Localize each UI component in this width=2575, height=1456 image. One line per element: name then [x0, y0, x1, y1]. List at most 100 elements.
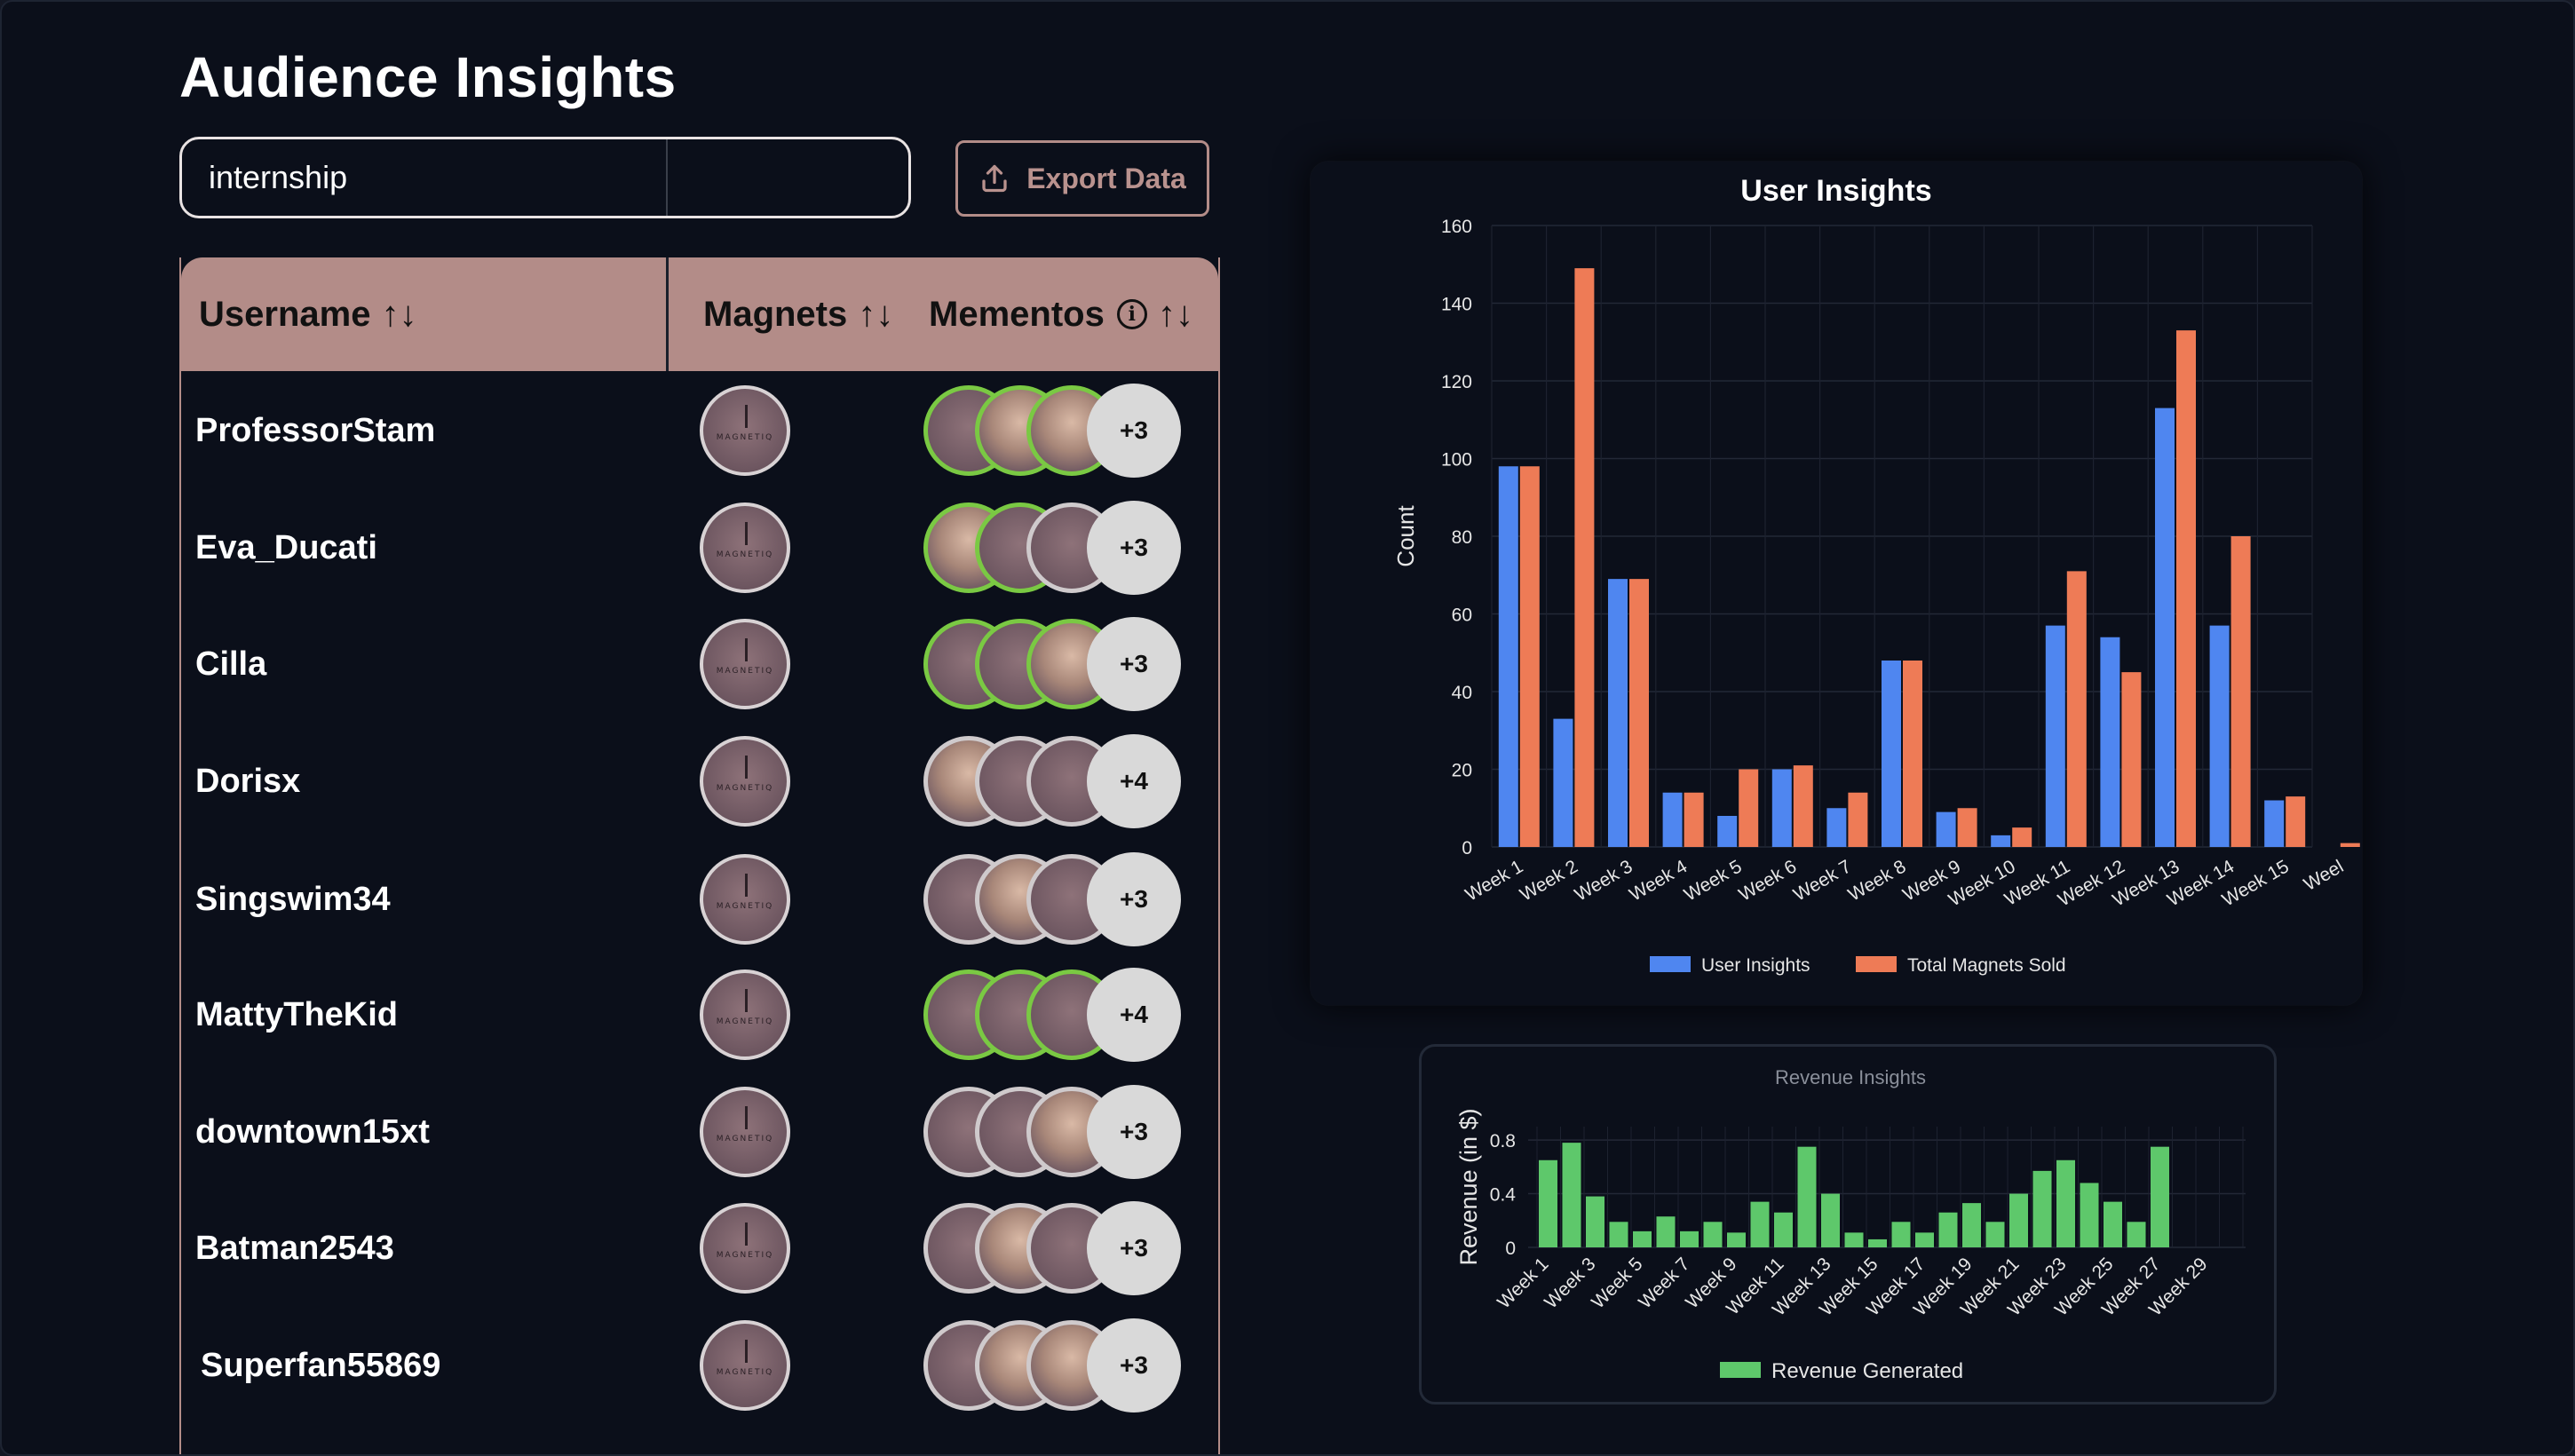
sort-icon[interactable]: ↑↓ [1157, 294, 1193, 334]
y-axis-label: Revenue (in $) [1455, 1108, 1482, 1265]
bar [1680, 1230, 1699, 1247]
legend-label: User Insights [1701, 955, 1810, 976]
bar [1991, 835, 2011, 847]
column-header-mementos[interactable]: Mementos i ↑↓ [929, 257, 1193, 371]
more-mementos-badge[interactable]: +3 [1087, 501, 1181, 595]
revenue-insights-card: Revenue Insights 0 0.4 0.8 Revenue (in $) Wee… [1419, 1044, 2277, 1405]
magnet-thumbnail[interactable]: MAGNETIQ [700, 1203, 790, 1294]
bar [1727, 1232, 1746, 1247]
bar [2012, 827, 2032, 847]
table-row[interactable]: Batman2543 MAGNETIQ +3 [181, 1191, 1218, 1306]
bar [1717, 816, 1738, 847]
column-header-username[interactable]: Username ↑↓ [199, 257, 416, 371]
bar [1826, 808, 1847, 847]
bar [2286, 796, 2306, 847]
table-row[interactable]: downtown15xt MAGNETIQ +3 [181, 1074, 1218, 1190]
bar [2080, 1183, 2099, 1247]
bar [2104, 1201, 2122, 1247]
search-input[interactable] [182, 139, 908, 216]
table-row[interactable]: ProfessorStam MAGNETIQ +3 [181, 373, 1218, 488]
x-tick-label: Week 1 [1494, 1254, 1552, 1312]
magnet-clock-hand [745, 1106, 748, 1129]
bar [1936, 811, 1956, 847]
more-mementos-badge[interactable]: +3 [1087, 1318, 1181, 1412]
username-cell[interactable]: Dorisx [195, 762, 301, 800]
table-row[interactable]: MattyTheKid MAGNETIQ +4 [181, 957, 1218, 1072]
magnet-brand-text: MAGNETIQ [716, 1135, 774, 1143]
y-tick-label: 0 [1505, 1238, 1516, 1259]
username-cell[interactable]: Singswim34 [195, 880, 391, 918]
bar [1903, 661, 1922, 847]
magnet-thumbnail[interactable]: MAGNETIQ [700, 736, 790, 827]
username-cell[interactable]: MattyTheKid [195, 995, 398, 1033]
bar [2127, 1222, 2146, 1247]
username-cell[interactable]: Batman2543 [195, 1229, 394, 1267]
sort-icon[interactable]: ↑↓ [858, 294, 894, 334]
sort-icon[interactable]: ↑↓ [381, 294, 417, 334]
magnet-thumbnail[interactable]: MAGNETIQ [700, 854, 790, 945]
magnet-brand-text: MAGNETIQ [716, 784, 774, 793]
x-tick-label: Week 2 [1517, 856, 1581, 905]
bar [2032, 1170, 2052, 1247]
x-tick-label: Week 5 [1681, 856, 1746, 905]
more-mementos-badge[interactable]: +3 [1087, 384, 1181, 478]
magnet-thumbnail[interactable]: MAGNETIQ [700, 502, 790, 593]
table-row[interactable]: Dorisx MAGNETIQ +4 [181, 724, 1218, 839]
bar [1656, 1216, 1676, 1247]
bar [2209, 625, 2230, 847]
info-icon[interactable]: i [1116, 299, 1147, 329]
magnet-thumbnail[interactable]: MAGNETIQ [700, 1320, 790, 1411]
bar [1957, 808, 1977, 847]
mementos-header-label: Mementos [929, 294, 1105, 334]
export-data-button[interactable]: Export Data [955, 140, 1209, 217]
search-field[interactable] [179, 137, 911, 218]
magnet-brand-text: MAGNETIQ [716, 1251, 774, 1260]
bar [1868, 1238, 1887, 1247]
table-row[interactable]: Superfan55869 MAGNETIQ +3 [181, 1308, 1218, 1423]
username-cell[interactable]: ProfessorStam [195, 411, 436, 449]
legend-swatch [1856, 956, 1897, 972]
y-tick-label: 0.8 [1490, 1131, 1516, 1151]
magnet-thumbnail[interactable]: MAGNETIQ [700, 1087, 790, 1177]
magnet-clock-hand [745, 1223, 748, 1246]
more-mementos-badge[interactable]: +4 [1087, 734, 1181, 828]
username-cell[interactable]: Superfan55869 [201, 1346, 441, 1384]
bar [2176, 330, 2196, 847]
x-tick-label: Week 4 [1626, 856, 1691, 905]
magnet-brand-text: MAGNETIQ [716, 550, 774, 559]
username-cell[interactable]: downtown15xt [195, 1112, 430, 1151]
more-mementos-badge[interactable]: +3 [1087, 617, 1181, 711]
table-row[interactable]: Singswim34 MAGNETIQ +3 [181, 842, 1218, 957]
search-divider [666, 139, 668, 216]
user-insights-card: User Insights 0 20 40 60 80 100 120 140 160 Count W… [1311, 162, 2368, 1005]
bar [1774, 1212, 1793, 1247]
legend-label: Total Magnets Sold [1907, 955, 2066, 976]
bar [2121, 672, 2142, 847]
magnet-thumbnail[interactable]: MAGNETIQ [700, 385, 790, 476]
x-tick-label: Week 8 [1845, 856, 1910, 905]
magnet-brand-text: MAGNETIQ [716, 1368, 774, 1377]
magnet-clock-hand [745, 522, 748, 545]
bar [1739, 769, 1759, 847]
table-row[interactable]: Eva_Ducati MAGNETIQ +3 [181, 490, 1218, 605]
x-tick-label: Week 6 [1735, 856, 1800, 905]
username-cell[interactable]: Cilla [195, 645, 267, 683]
bar [1629, 579, 1649, 847]
column-header-magnets[interactable]: Magnets ↑↓ [703, 257, 893, 371]
bar [1586, 1196, 1604, 1247]
magnet-thumbnail[interactable]: MAGNETIQ [700, 969, 790, 1060]
y-tick-label: 60 [1452, 605, 1472, 626]
more-mementos-badge[interactable]: +3 [1087, 1085, 1181, 1179]
more-mementos-badge[interactable]: +4 [1087, 968, 1181, 1062]
more-mementos-badge[interactable]: +3 [1087, 1201, 1181, 1295]
bar [1985, 1222, 2005, 1247]
y-tick-label: 0 [1462, 838, 1472, 859]
legend-swatch [1650, 956, 1691, 972]
bar [2045, 625, 2065, 847]
y-tick-label: 120 [1441, 372, 1472, 392]
more-mementos-badge[interactable]: +3 [1087, 852, 1181, 946]
table-row[interactable]: Cilla MAGNETIQ +3 [181, 606, 1218, 722]
y-tick-label: 0.4 [1490, 1185, 1517, 1206]
magnet-thumbnail[interactable]: MAGNETIQ [700, 619, 790, 709]
username-cell[interactable]: Eva_Ducati [195, 528, 377, 566]
